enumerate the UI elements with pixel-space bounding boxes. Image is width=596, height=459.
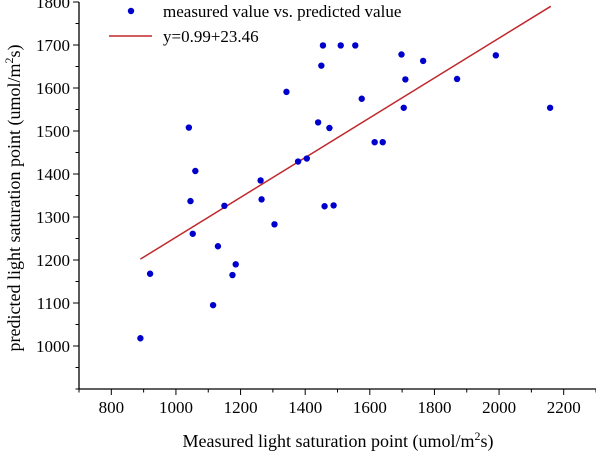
y-tick-label: 1200 bbox=[36, 251, 70, 270]
data-point bbox=[330, 202, 337, 209]
data-point bbox=[214, 243, 222, 250]
data-point bbox=[492, 52, 500, 59]
x-tick-label: 2200 bbox=[547, 398, 581, 417]
x-axis-title: Measured light saturation point (umol/m2… bbox=[183, 429, 494, 452]
x-tick-label: 800 bbox=[99, 398, 125, 417]
y-tick-label: 1000 bbox=[36, 337, 70, 356]
data-point bbox=[319, 42, 327, 49]
legend-label-fit-line: y=0.99+23.46 bbox=[163, 27, 259, 46]
data-point bbox=[400, 104, 407, 111]
data-points bbox=[137, 42, 554, 342]
x-tick-label: 1400 bbox=[288, 398, 322, 417]
data-point bbox=[221, 202, 228, 210]
data-point bbox=[337, 42, 344, 49]
x-tick-label: 2000 bbox=[482, 398, 516, 417]
data-point bbox=[321, 203, 328, 210]
fit-line bbox=[140, 5, 552, 260]
data-point bbox=[352, 42, 359, 49]
x-axis-ticks: 800 1000 1200 1400 1600 1800 2000 2200 bbox=[78, 389, 596, 417]
data-point bbox=[229, 271, 236, 279]
y-tick-label: 1800 bbox=[36, 0, 70, 12]
data-point bbox=[232, 261, 239, 268]
data-point bbox=[398, 51, 405, 58]
data-point bbox=[402, 76, 409, 83]
y-axis-title: predicted light saturation point (umol/m… bbox=[2, 45, 25, 352]
legend-marker-scatter bbox=[127, 7, 135, 15]
legend: measured value vs. predicted value y=0.9… bbox=[109, 2, 401, 46]
fit-line-layer bbox=[140, 5, 552, 260]
data-point bbox=[453, 75, 461, 83]
data-point bbox=[146, 270, 154, 277]
data-point bbox=[303, 155, 311, 162]
x-tick-label: 1600 bbox=[353, 398, 387, 417]
y-axis-ticks: 1000 1100 1200 1300 1400 1500 1600 1700 1800 bbox=[36, 0, 79, 390]
data-point bbox=[294, 158, 302, 165]
data-point bbox=[257, 177, 264, 184]
x-tick-label: 1000 bbox=[159, 398, 193, 417]
axes bbox=[78, 2, 596, 390]
data-point bbox=[258, 196, 265, 203]
data-point bbox=[419, 57, 427, 65]
data-point bbox=[187, 197, 194, 205]
data-point bbox=[371, 138, 378, 146]
legend-label-scatter: measured value vs. predicted value bbox=[163, 2, 401, 21]
y-tick-label: 1300 bbox=[36, 208, 70, 227]
data-point bbox=[358, 95, 365, 102]
data-point bbox=[192, 167, 199, 175]
data-point bbox=[314, 119, 322, 126]
x-tick-label: 1800 bbox=[417, 398, 451, 417]
data-point bbox=[209, 301, 217, 309]
data-point bbox=[137, 335, 144, 342]
data-point bbox=[379, 138, 386, 146]
y-tick-label: 1500 bbox=[36, 122, 70, 141]
data-point bbox=[271, 221, 278, 228]
y-tick-label: 1700 bbox=[36, 36, 70, 55]
data-point bbox=[189, 230, 196, 237]
y-tick-label: 1100 bbox=[37, 294, 70, 313]
x-tick-label: 1200 bbox=[224, 398, 258, 417]
data-point bbox=[546, 104, 554, 111]
y-tick-label: 1600 bbox=[36, 79, 70, 98]
y-tick-label: 1400 bbox=[36, 165, 70, 184]
data-point bbox=[326, 124, 333, 132]
data-point bbox=[318, 62, 325, 69]
data-point bbox=[283, 88, 290, 96]
data-point bbox=[185, 124, 193, 131]
